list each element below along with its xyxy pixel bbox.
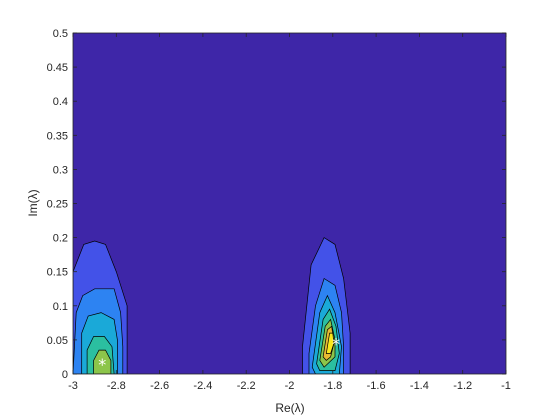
x-tick-label: -2.2 [237,380,256,392]
x-tick-label: -1.4 [410,380,429,392]
contour-background [73,33,506,374]
x-tick-label: -2.8 [107,380,126,392]
plot-area: ** [73,33,506,374]
peak-marker-2: * [332,334,340,353]
x-tick-label: -1.8 [323,380,342,392]
y-tick-label: 0.1 [53,301,68,313]
x-tick-label: -1 [501,380,511,392]
x-tick-label: -2.6 [150,380,169,392]
y-tick-label: 0.35 [47,130,68,142]
y-tick-label: 0.15 [47,267,68,279]
y-tick-label: 0.25 [47,199,68,211]
y-tick-label: 0.2 [53,233,68,245]
axes: -3 -2.8 -2.6 -2.4 -2.2 -2 -1.8 -1.6 -1.4 -1.2 -1 0 0… [47,28,511,392]
x-tick-label: -2.4 [193,380,212,392]
x-tick-label: -1.2 [453,380,472,392]
y-tick-label: 0.05 [47,335,68,347]
y-tick-label: 0 [62,369,68,381]
y-tick-label: 0.5 [53,28,68,40]
y-tick-label: 0.3 [53,164,68,176]
x-tick-label: -2 [285,380,295,392]
y-tick-label: 0.45 [47,62,68,74]
contour-peak1-level-5 [93,349,112,374]
peak-marker-1: * [98,355,106,374]
y-axis-label: Im(λ) [26,189,40,216]
x-tick-label: -3 [68,380,78,392]
y-tick-label: 0.4 [53,96,68,108]
x-tick-label: -1.6 [367,380,386,392]
x-axis-label: Re(λ) [275,401,304,415]
contour-peak2-level-7 [325,332,335,354]
